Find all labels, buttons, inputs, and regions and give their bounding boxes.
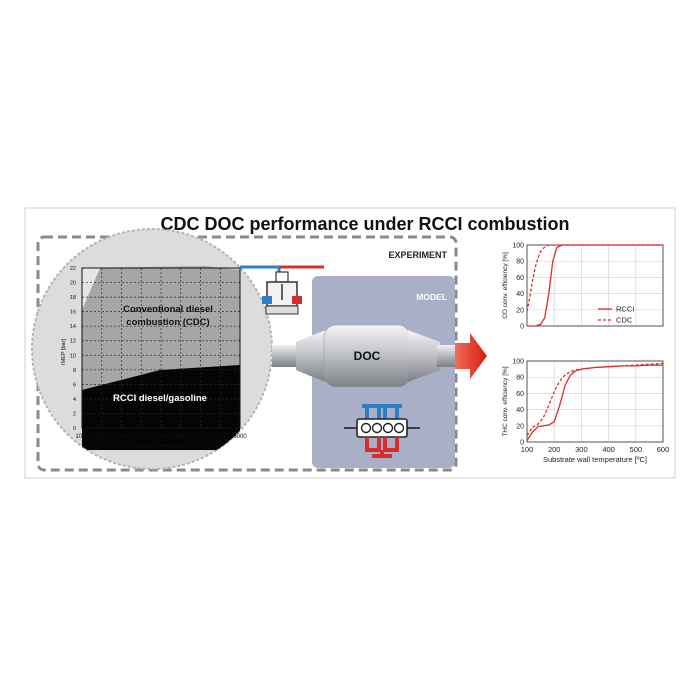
cdc-label-line1: Conventional diesel xyxy=(123,304,213,315)
experiment-label: EXPERIMENT xyxy=(388,250,447,260)
map-y-tick-label: 2 xyxy=(73,411,76,417)
map-x-tick-label: 2250 xyxy=(174,434,188,440)
engine-map: 1000 1250 1500 1750 2000 2250 2500 2750 30002220… xyxy=(31,228,273,470)
map-x-tick-label: 1750 xyxy=(135,434,149,440)
x-tick-label: 200 xyxy=(548,445,561,454)
y-tick-label: 80 xyxy=(516,375,524,382)
map-x-tick-label: 1500 xyxy=(115,434,129,440)
x-tick-label: 100 xyxy=(521,445,534,454)
y-tick-label: 0 xyxy=(520,440,524,447)
map-x-tick-label: 2750 xyxy=(214,434,228,440)
plot-area xyxy=(526,360,664,443)
map-y-tick-label: 12 xyxy=(70,339,76,345)
inlet-cone xyxy=(296,330,326,382)
outlet-pipe xyxy=(437,345,455,367)
map-x-tick-label: 2000 xyxy=(154,434,168,440)
cdc-label-line2: combustion (CDC) xyxy=(126,317,209,328)
doc-assembly: DOC xyxy=(272,324,455,388)
map-y-tick-label: 4 xyxy=(73,397,76,403)
y-tick-label: 60 xyxy=(516,275,524,282)
y-axis-label: CO conv. efficiency [%] xyxy=(502,252,509,319)
y-tick-label: 0 xyxy=(520,324,524,331)
y-axis-label: THC conv. efficiency [%] xyxy=(502,366,509,436)
map-edge-region xyxy=(82,268,100,310)
y-tick-label: 100 xyxy=(512,243,524,250)
map-y-tick-label: 16 xyxy=(70,310,76,316)
inlet-pipe xyxy=(272,345,300,367)
rcci-label: RCCI diesel/gasoline xyxy=(113,393,207,404)
map-x-tick-label: 3000 xyxy=(233,434,247,440)
map-plot-border xyxy=(81,267,241,429)
engine-block-icon xyxy=(344,404,420,458)
engine-map-ylabel: IMEP [bar] xyxy=(61,339,67,365)
y-tick-label: 40 xyxy=(516,291,524,298)
model-label: MODEL xyxy=(416,292,447,302)
map-y-tick-label: 6 xyxy=(73,382,76,388)
map-y-tick-label: 20 xyxy=(70,281,76,287)
engine-map-xlabel: Engine speed [rpm] xyxy=(136,443,184,449)
map-y-tick-label: 0 xyxy=(73,426,76,432)
y-tick-label: 80 xyxy=(516,259,524,266)
chart-legend: RCCI CDC xyxy=(598,305,634,325)
engine-map-grid xyxy=(81,267,241,429)
map-y-tick-label: 14 xyxy=(70,324,76,330)
x-axis-label: Substrate wall temperature [ºC] xyxy=(543,455,647,464)
x-tick-label: 500 xyxy=(630,445,643,454)
figure-title: CDC DOC performance under RCCI combustio… xyxy=(160,214,569,234)
cylinder-head xyxy=(275,271,289,283)
map-x-tick-label: 1000 xyxy=(75,434,89,440)
y-tick-label: 100 xyxy=(512,359,524,366)
intake-port xyxy=(262,296,272,304)
series-cdc-line xyxy=(526,244,663,312)
engine-map-ticks: 1000 1250 1500 1750 2000 2250 2500 2750 30002220… xyxy=(70,266,247,440)
map-y-tick-label: 8 xyxy=(73,368,76,374)
y-tick-label: 20 xyxy=(516,307,524,314)
map-y-tick-label: 18 xyxy=(70,295,76,301)
exhaust-port xyxy=(292,296,302,304)
y-tick-label: 20 xyxy=(516,423,524,430)
doc-label: DOC xyxy=(354,349,381,363)
outlet-cone xyxy=(408,330,440,382)
map-x-tick-label: 2500 xyxy=(194,434,208,440)
legend-label-rcci: RCCI xyxy=(616,305,634,314)
x-tick-label: 400 xyxy=(602,445,615,454)
exhaust-arrow xyxy=(455,333,487,379)
y-tick-label: 40 xyxy=(516,407,524,414)
crankcase xyxy=(265,305,299,315)
map-x-tick-label: 1250 xyxy=(95,434,109,440)
map-y-tick-label: 22 xyxy=(70,266,76,272)
x-tick-label: 600 xyxy=(657,445,670,454)
legend-label-cdc: CDC xyxy=(616,316,633,325)
x-tick-label: 300 xyxy=(575,445,588,454)
y-tick-label: 60 xyxy=(516,391,524,398)
engine-schematic xyxy=(240,265,324,315)
map-y-tick-label: 10 xyxy=(70,353,76,359)
rcci-region xyxy=(82,365,240,450)
series-cdc-line xyxy=(526,362,664,436)
